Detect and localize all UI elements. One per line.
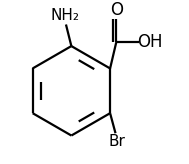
Text: Br: Br <box>109 134 125 149</box>
Text: OH: OH <box>137 33 162 51</box>
Text: O: O <box>110 1 123 19</box>
Text: NH₂: NH₂ <box>51 8 80 23</box>
